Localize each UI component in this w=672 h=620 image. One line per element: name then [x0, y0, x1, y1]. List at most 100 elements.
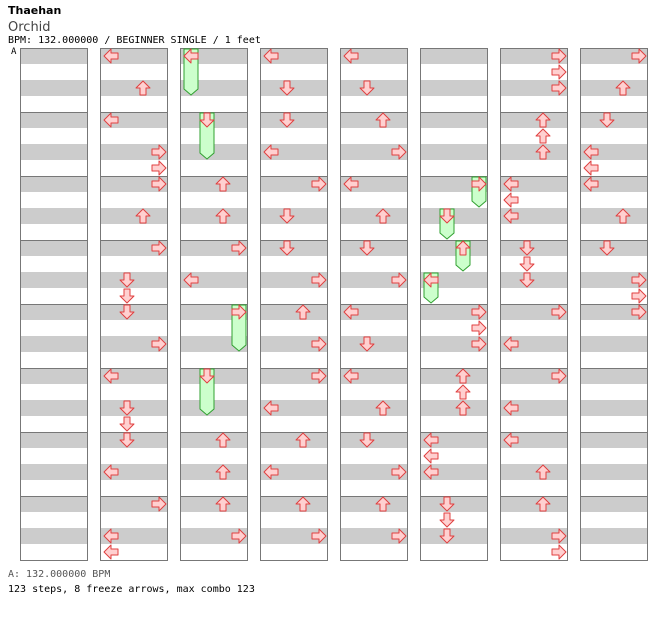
step-arrow-left	[423, 464, 439, 480]
step-arrow-down	[119, 288, 135, 304]
step-arrow-up	[615, 80, 631, 96]
beat-stripe	[340, 496, 408, 512]
step-arrow-left	[103, 368, 119, 384]
step-summary: 123 steps, 8 freeze arrows, max combo 12…	[8, 584, 255, 595]
step-arrow-right	[551, 64, 567, 80]
beat-stripe	[100, 528, 168, 544]
beat-stripe	[100, 208, 168, 224]
step-arrow-up	[535, 464, 551, 480]
step-arrow-left	[423, 448, 439, 464]
beat-stripe	[100, 496, 168, 512]
step-arrow-right	[631, 272, 647, 288]
beat-stripe	[580, 336, 648, 352]
beat-stripe	[500, 400, 568, 416]
step-arrow-right	[231, 240, 247, 256]
bpm-legend: A: 132.000000 BPM	[8, 569, 111, 580]
beat-stripe	[20, 336, 88, 352]
beat-stripe	[100, 368, 168, 384]
step-arrow-right	[151, 176, 167, 192]
step-arrow-up	[295, 496, 311, 512]
step-arrow-left	[503, 400, 519, 416]
beat-stripe	[20, 48, 88, 64]
beat-stripe	[20, 176, 88, 192]
beat-stripe	[260, 400, 328, 416]
beat-stripe	[580, 464, 648, 480]
step-arrow-right	[311, 336, 327, 352]
chart-column	[580, 48, 648, 561]
step-arrow-right	[631, 304, 647, 320]
beat-stripe	[100, 144, 168, 160]
arrow-layer	[103, 48, 647, 560]
beat-stripe	[180, 208, 248, 224]
beat-stripe	[180, 432, 248, 448]
beat-stripe	[100, 112, 168, 128]
chart-info: BPM: 132.000000 / BEGINNER SINGLE / 1 fe…	[8, 35, 261, 46]
beat-stripe	[420, 240, 488, 256]
beat-stripe	[20, 80, 88, 96]
step-arrow-up	[375, 400, 391, 416]
step-arrow-left	[503, 208, 519, 224]
beat-stripe	[580, 272, 648, 288]
beat-stripe	[580, 528, 648, 544]
step-arrow-left	[583, 160, 599, 176]
step-arrow-right	[391, 272, 407, 288]
step-arrow-up	[375, 208, 391, 224]
step-arrow-left	[423, 272, 439, 288]
step-arrow-left	[583, 144, 599, 160]
beat-stripe	[500, 304, 568, 320]
step-arrow-down	[519, 256, 535, 272]
step-arrow-up	[135, 208, 151, 224]
beat-stripe	[500, 80, 568, 96]
step-arrow-down	[519, 272, 535, 288]
beat-stripe	[340, 528, 408, 544]
beat-stripe	[180, 464, 248, 480]
step-arrow-down	[359, 240, 375, 256]
step-arrow-right	[551, 528, 567, 544]
freeze-arrow-down	[199, 112, 215, 160]
beat-stripe	[20, 304, 88, 320]
beat-stripe	[20, 432, 88, 448]
step-arrow-left	[343, 368, 359, 384]
step-arrow-right	[151, 240, 167, 256]
beat-stripe	[260, 528, 328, 544]
beat-stripe	[100, 240, 168, 256]
beat-stripe	[20, 528, 88, 544]
step-arrow-left	[423, 432, 439, 448]
beat-stripe	[500, 176, 568, 192]
step-arrow-left	[103, 48, 119, 64]
step-arrow-left	[343, 304, 359, 320]
step-arrow-up	[615, 208, 631, 224]
beat-stripe	[260, 304, 328, 320]
step-arrow-up	[215, 176, 231, 192]
beat-stripe	[100, 176, 168, 192]
step-arrow-down	[439, 512, 455, 528]
step-arrow-up	[535, 144, 551, 160]
beat-stripe	[260, 432, 328, 448]
beat-stripe	[580, 304, 648, 320]
step-arrow-left	[503, 192, 519, 208]
beat-stripe	[180, 240, 248, 256]
step-arrow-down	[439, 496, 455, 512]
step-arrow-left	[103, 544, 119, 560]
beat-stripe	[340, 208, 408, 224]
beat-stripe	[100, 336, 168, 352]
beat-stripe	[500, 464, 568, 480]
step-arrow-down	[359, 336, 375, 352]
beat-stripe	[500, 336, 568, 352]
freeze-arrow-right	[231, 304, 247, 352]
step-arrow-down	[119, 272, 135, 288]
beat-stripe	[260, 496, 328, 512]
beat-stripe	[180, 272, 248, 288]
beat-stripe	[500, 432, 568, 448]
step-arrow-right	[231, 528, 247, 544]
chart-column	[100, 48, 168, 561]
step-arrow-down	[279, 208, 295, 224]
step-arrow-down	[199, 112, 215, 128]
step-arrow-right	[311, 528, 327, 544]
beat-stripe	[340, 368, 408, 384]
step-arrow-right	[631, 48, 647, 64]
freeze-arrow-left	[183, 48, 199, 96]
beat-stripe	[260, 336, 328, 352]
step-arrow-up	[375, 112, 391, 128]
beat-stripe	[500, 528, 568, 544]
